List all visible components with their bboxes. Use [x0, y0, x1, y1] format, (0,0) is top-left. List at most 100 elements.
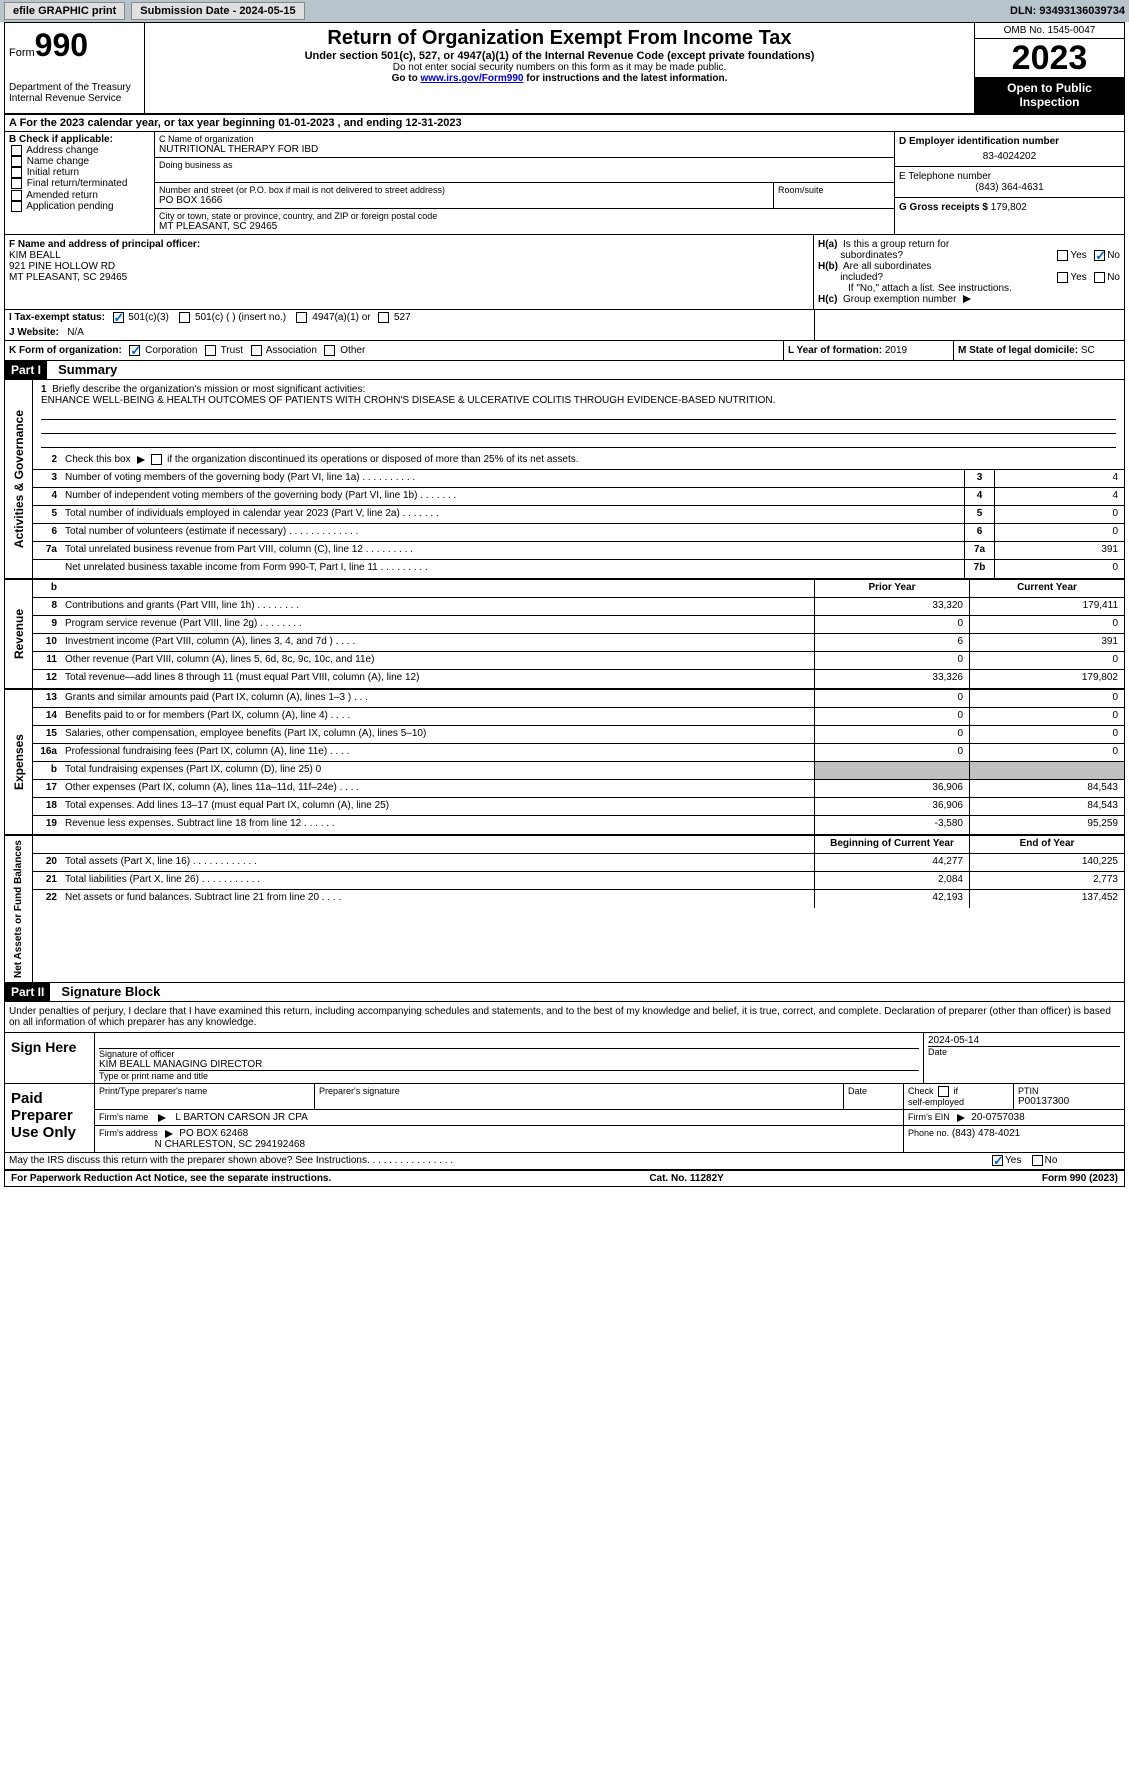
org-name: NUTRITIONAL THERAPY FOR IBD	[159, 144, 890, 155]
chk-application-pending[interactable]	[11, 201, 22, 212]
chk-other[interactable]	[324, 345, 335, 356]
chk-discuss-no[interactable]	[1032, 1155, 1043, 1166]
firm-addr1: PO BOX 62468	[179, 1128, 248, 1139]
hb-note: If "No," attach a list. See instructions…	[818, 283, 1120, 294]
part-i-title: Summary	[50, 362, 117, 377]
footer-right: Form 990 (2023)	[1042, 1173, 1118, 1184]
chk-assoc[interactable]	[251, 345, 262, 356]
officer-label: F Name and address of principal officer:	[9, 239, 200, 250]
firm-ein: 20-0757038	[971, 1112, 1024, 1123]
year-formation-label: L Year of formation:	[788, 345, 882, 356]
chk-trust[interactable]	[205, 345, 216, 356]
summary-line: 14Benefits paid to or for members (Part …	[33, 708, 1124, 726]
summary-line: 15Salaries, other compensation, employee…	[33, 726, 1124, 744]
opt-501c3: 501(c)(3)	[128, 312, 169, 323]
row-ij: I Tax-exempt status: 501(c)(3) 501(c) ( …	[5, 310, 1124, 341]
box-b: B Check if applicable: Address change Na…	[5, 132, 155, 234]
chk-discontinued[interactable]	[151, 454, 162, 465]
paid-preparer-label: Paid Preparer Use Only	[5, 1084, 95, 1152]
arrow-icon	[158, 1114, 166, 1122]
opt-assoc: Association	[266, 345, 317, 356]
chk-501c3[interactable]	[113, 312, 124, 323]
chk-name-change[interactable]	[11, 156, 22, 167]
year-formation: 2019	[885, 345, 907, 356]
chk-4947[interactable]	[296, 312, 307, 323]
yes-label2: Yes	[1070, 272, 1086, 283]
chk-amended-return[interactable]	[11, 190, 22, 201]
lbl-application-pending: Application pending	[26, 201, 113, 212]
ein-value: 83-4024202	[899, 147, 1120, 162]
chk-ha-yes[interactable]	[1057, 250, 1068, 261]
arrow-icon	[963, 295, 971, 303]
perjury-text: Under penalties of perjury, I declare th…	[5, 1002, 1124, 1033]
summary-line: 11Other revenue (Part VIII, column (A), …	[33, 652, 1124, 670]
mission-block: 1 Briefly describe the organization's mi…	[33, 380, 1124, 452]
firm-name: L BARTON CARSON JR CPA	[175, 1112, 307, 1123]
firm-addr-label: Firm's address	[99, 1128, 158, 1138]
sig-officer-label: Signature of officer	[99, 1049, 919, 1059]
section-expenses: Expenses 13Grants and similar amounts pa…	[5, 690, 1124, 836]
submission-date: Submission Date - 2024-05-15	[131, 2, 304, 20]
lbl-final-return: Final return/terminated	[27, 179, 128, 190]
summary-line: 5Total number of individuals employed in…	[33, 506, 1124, 524]
section-netassets: Net Assets or Fund Balances Beginning of…	[5, 836, 1124, 983]
firm-phone-label: Phone no.	[908, 1128, 949, 1138]
form-number: Form990	[9, 27, 140, 64]
omb-number: OMB No. 1545-0047	[975, 23, 1124, 39]
chk-initial-return[interactable]	[11, 167, 22, 178]
ptin-value: P00137300	[1018, 1096, 1120, 1107]
open-to-public: Open to Public Inspection	[975, 77, 1124, 113]
col-prior: Prior Year	[814, 580, 969, 597]
print-name-label: Print/Type preparer's name	[99, 1086, 310, 1096]
gross-receipts-label: G Gross receipts $	[899, 202, 988, 213]
chk-final-return[interactable]	[11, 178, 22, 189]
vert-expenses: Expenses	[10, 730, 28, 794]
chk-discuss-yes[interactable]	[992, 1155, 1003, 1166]
opt-501c: 501(c) ( ) (insert no.)	[195, 312, 286, 323]
prep-date-label: Date	[848, 1086, 899, 1096]
chk-corp[interactable]	[129, 345, 140, 356]
opt-corp: Corporation	[145, 345, 197, 356]
summary-line: 4Number of independent voting members of…	[33, 488, 1124, 506]
section-revenue: Revenue b Prior Year Current Year 8Contr…	[5, 580, 1124, 690]
no-label: No	[1107, 250, 1120, 261]
phone-label: E Telephone number	[899, 171, 1120, 182]
topbar: efile GRAPHIC print Submission Date - 20…	[0, 0, 1129, 22]
chk-501c[interactable]	[179, 312, 190, 323]
room-label: Room/suite	[778, 185, 890, 195]
efile-badge: efile GRAPHIC print	[4, 2, 125, 20]
summary-line: 3Number of voting members of the governi…	[33, 470, 1124, 488]
discuss-no: No	[1045, 1156, 1058, 1167]
yes-label: Yes	[1070, 250, 1086, 261]
vert-governance: Activities & Governance	[10, 406, 28, 552]
gross-receipts-value: 179,802	[991, 202, 1027, 213]
irs-link[interactable]: www.irs.gov/Form990	[420, 73, 523, 84]
line-a: A For the 2023 calendar year, or tax yea…	[5, 115, 1124, 132]
part-ii-header: Part II Signature Block	[5, 983, 1124, 1002]
arrow-icon	[957, 1114, 965, 1122]
chk-address-change[interactable]	[11, 145, 22, 156]
footer-mid: Cat. No. 11282Y	[649, 1173, 723, 1184]
summary-line: 7aTotal unrelated business revenue from …	[33, 542, 1124, 560]
officer-addr1: 921 PINE HOLLOW RD	[9, 261, 115, 272]
firm-ein-label: Firm's EIN	[908, 1112, 950, 1122]
summary-line: 10Investment income (Part VIII, column (…	[33, 634, 1124, 652]
chk-ha-no[interactable]	[1094, 250, 1105, 261]
chk-527[interactable]	[378, 312, 389, 323]
lbl-name-change: Name change	[27, 156, 89, 167]
org-address: PO BOX 1666	[159, 195, 769, 206]
chk-hb-yes[interactable]	[1057, 272, 1068, 283]
sig-date-value: 2024-05-14	[928, 1035, 1120, 1046]
summary-line: 18Total expenses. Add lines 13–17 (must …	[33, 798, 1124, 816]
box-c: C Name of organization NUTRITIONAL THERA…	[155, 132, 894, 234]
firm-name-label: Firm's name	[99, 1112, 148, 1122]
summary-line: 12Total revenue—add lines 8 through 11 (…	[33, 670, 1124, 688]
summary-line: 9Program service revenue (Part VIII, lin…	[33, 616, 1124, 634]
chk-hb-no[interactable]	[1094, 272, 1105, 283]
vert-netassets: Net Assets or Fund Balances	[11, 836, 26, 982]
dba-label: Doing business as	[159, 160, 890, 170]
chk-self-employed[interactable]	[938, 1086, 949, 1097]
form-note: Do not enter social security numbers on …	[153, 62, 966, 73]
form-num: 990	[35, 27, 88, 63]
tax-exempt-label: I Tax-exempt status:	[9, 312, 105, 323]
